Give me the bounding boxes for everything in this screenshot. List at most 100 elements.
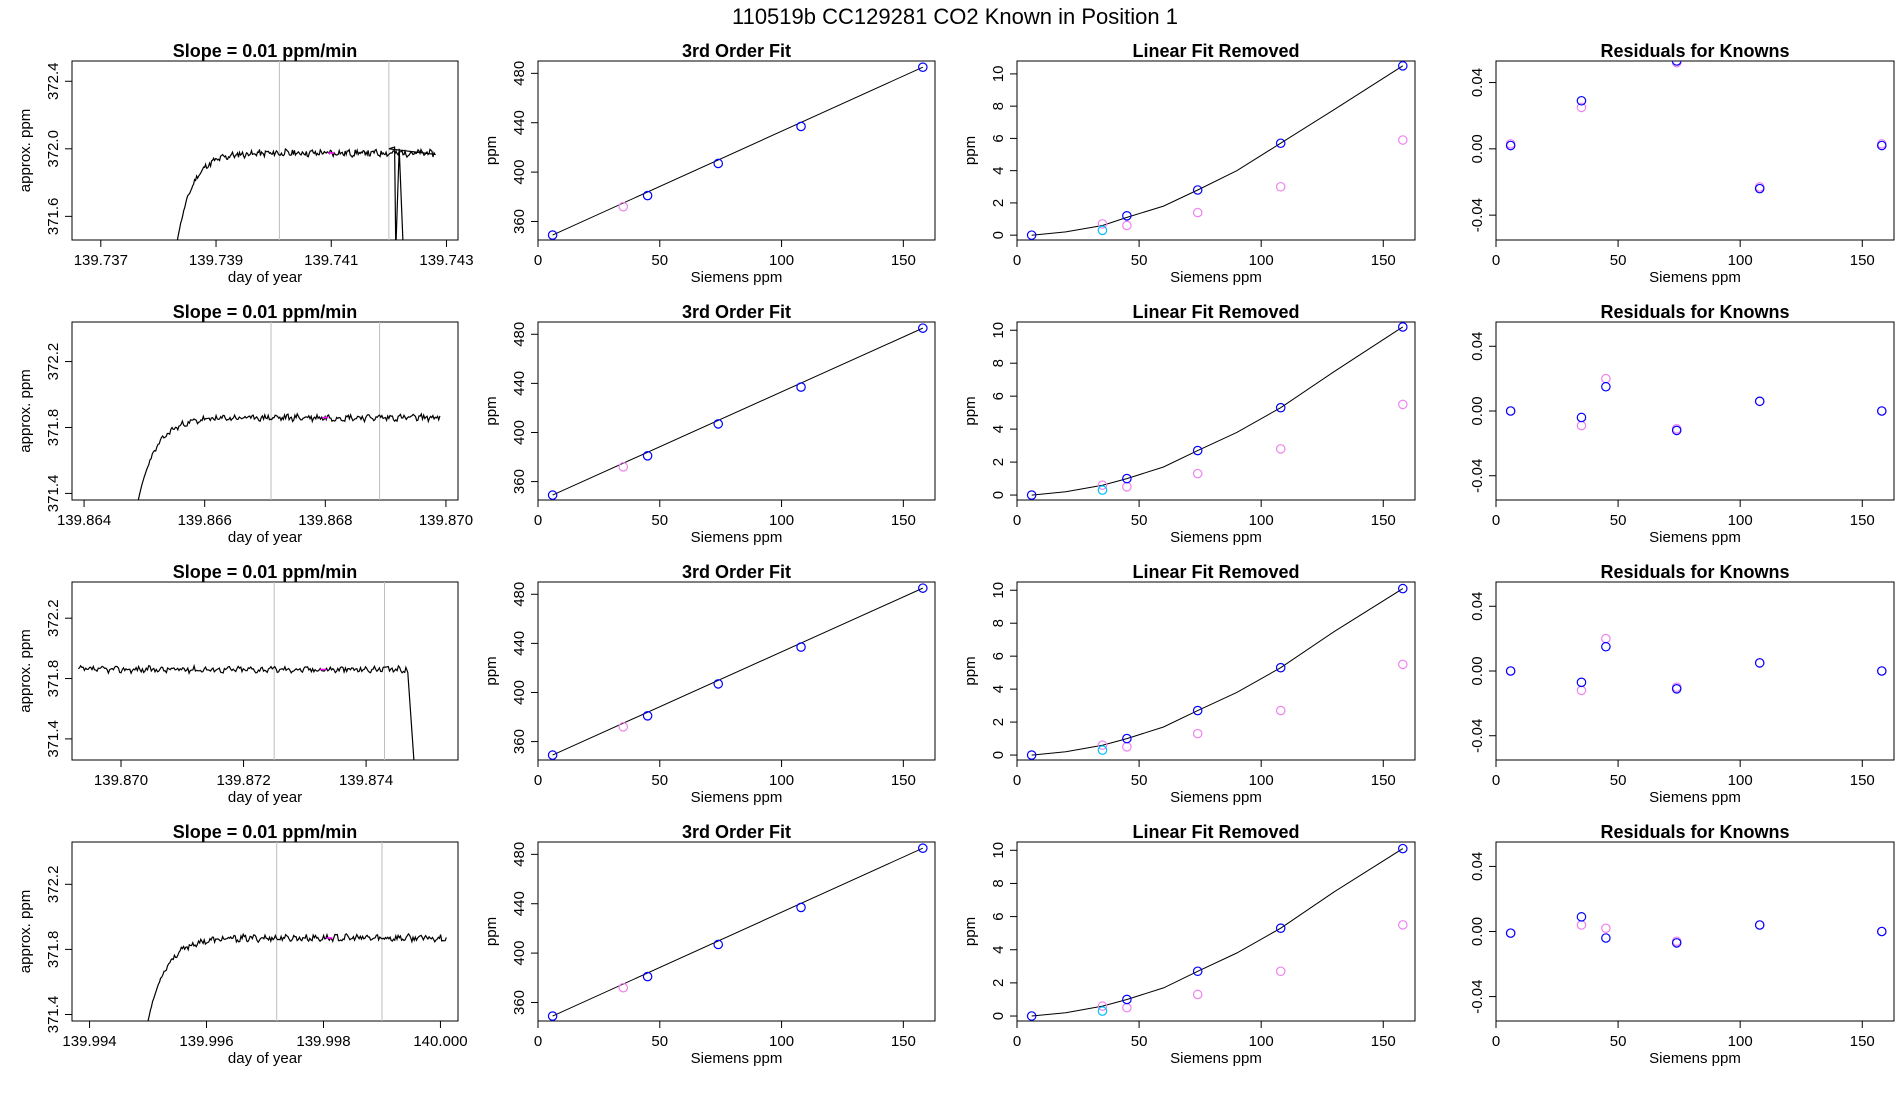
- y-tick-label: 10: [990, 322, 1007, 339]
- x-tick-label: 139.998: [296, 1033, 350, 1050]
- panel-title: Slope = 0.01 ppm/min: [173, 302, 358, 322]
- panel-3-2: Linear Fit Removed 0 50 100 150 0 2 4 6 8 10 Siemen…: [962, 302, 1416, 546]
- panel-title: Slope = 0.01 ppm/min: [173, 41, 358, 61]
- point-blue: [1505, 140, 1516, 151]
- plot-area: [1026, 843, 1408, 1021]
- y-tick-label: 8: [990, 879, 1007, 887]
- x-tick-label: 0: [1013, 252, 1021, 269]
- fit-curve: [1031, 848, 1404, 1017]
- panel-title: 3rd Order Fit: [682, 302, 791, 322]
- y-tick-label: 0.00: [1469, 656, 1486, 685]
- y-axis-label: ppm: [483, 396, 500, 425]
- plot-area: [1505, 633, 1887, 696]
- x-tick-label: 139.870: [419, 512, 473, 529]
- y-tick-label: 440: [511, 891, 528, 916]
- y-tick-label: 371.8: [45, 931, 62, 969]
- point-magenta: [618, 722, 629, 732]
- point-blue: [642, 711, 653, 721]
- point-blue: [1576, 95, 1587, 106]
- x-tick-label: 0: [534, 252, 542, 269]
- y-tick-label: 372.2: [45, 866, 62, 904]
- fit-line: [552, 587, 924, 756]
- point-blue: [1122, 473, 1132, 484]
- point-blue: [1275, 662, 1286, 673]
- plot-frame: [1016, 841, 1416, 1022]
- y-tick-label: 400: [511, 160, 528, 185]
- x-axis-label: Siemens ppm: [1649, 789, 1741, 806]
- x-axis-label: day of year: [228, 269, 302, 286]
- y-tick-label: 400: [511, 941, 528, 966]
- point-blue: [918, 62, 928, 72]
- x-tick-label: 139.870: [94, 772, 148, 789]
- y-tick-label: 6: [990, 134, 1007, 142]
- x-tick-label: 150: [891, 1033, 916, 1050]
- point-blue: [642, 971, 653, 982]
- x-tick-label: 50: [1610, 252, 1627, 269]
- y-tick-label: 372.2: [45, 599, 62, 637]
- point-magenta: [1397, 135, 1408, 145]
- panel-3-1: Linear Fit Removed 0 50 100 150 0 2 4 6 8 10 Siemen…: [962, 41, 1416, 286]
- y-tick-label: 4: [990, 946, 1007, 954]
- x-tick-label: 139.864: [57, 512, 111, 529]
- y-tick-label: 0.04: [1469, 852, 1486, 881]
- plot-area: [1026, 583, 1408, 760]
- x-tick-label: 139.872: [216, 772, 270, 789]
- plot-frame: [1495, 581, 1895, 761]
- series-line-trace: [147, 932, 447, 1021]
- point-blue: [1122, 994, 1132, 1005]
- y-tick-label: 371.8: [45, 660, 62, 698]
- point-blue: [796, 642, 806, 652]
- x-tick-label: 100: [769, 252, 794, 269]
- y-tick-label: 4: [990, 685, 1007, 693]
- point-magenta: [1576, 920, 1587, 930]
- x-axis-label: Siemens ppm: [691, 269, 783, 286]
- y-tick-label: 440: [511, 371, 528, 396]
- y-axis-label: ppm: [962, 656, 979, 685]
- point-blue: [1671, 425, 1682, 436]
- point-magenta: [1097, 480, 1108, 490]
- x-axis-label: Siemens ppm: [1649, 1050, 1741, 1067]
- x-tick-label: 150: [1850, 252, 1875, 269]
- x-tick-label: 50: [1131, 252, 1148, 269]
- y-tick-label: -0.04: [1469, 719, 1486, 753]
- x-tick-label: 0: [1492, 252, 1500, 269]
- x-tick-label: 150: [891, 772, 916, 789]
- x-tick-label: 0: [534, 772, 542, 789]
- x-tick-label: 100: [1728, 772, 1753, 789]
- plot-area: [1026, 61, 1408, 240]
- y-axis-label: ppm: [962, 917, 979, 946]
- x-tick-label: 50: [1131, 512, 1148, 529]
- x-axis-label: Siemens ppm: [691, 1050, 783, 1067]
- point-magenta: [1122, 1002, 1132, 1013]
- point-magenta: [1192, 468, 1203, 479]
- panel-2-2: 3rd Order Fit 0 50 100 150 360 400 440 480 Siemen…: [483, 302, 936, 546]
- panel-title: 3rd Order Fit: [682, 562, 791, 582]
- x-axis-label: Siemens ppm: [691, 529, 783, 546]
- y-tick-label: -0.04: [1469, 198, 1486, 232]
- point-magenta: [618, 201, 629, 212]
- plot-frame: [71, 321, 459, 501]
- point-blue: [547, 490, 558, 500]
- x-tick-label: 50: [651, 772, 668, 789]
- panel-title: Residuals for Knowns: [1600, 41, 1789, 61]
- point-magenta: [1122, 220, 1132, 231]
- panel-4-2: Residuals for Knowns 0 50 100 150 -0.04 0.00 0.…: [1469, 302, 1895, 546]
- point-magenta: [1192, 207, 1203, 218]
- y-tick-label: 10: [990, 842, 1007, 859]
- plot-area: [1026, 322, 1408, 500]
- point-magenta: [618, 982, 629, 993]
- y-tick-label: 372.4: [45, 62, 62, 100]
- fit-line: [552, 66, 924, 236]
- y-tick-label: 371.6: [45, 198, 62, 236]
- point-magenta: [1275, 181, 1286, 192]
- y-tick-label: 10: [990, 66, 1007, 83]
- fit-curve: [1031, 65, 1404, 236]
- x-tick-label: 140.000: [413, 1033, 467, 1050]
- point-magenta: [1601, 923, 1611, 934]
- plot-frame: [537, 581, 936, 761]
- y-tick-label: 480: [511, 582, 528, 607]
- x-axis-label: day of year: [228, 529, 302, 546]
- x-tick-label: 100: [769, 1033, 794, 1050]
- x-tick-label: 50: [651, 512, 668, 529]
- plot-area: [547, 843, 928, 1021]
